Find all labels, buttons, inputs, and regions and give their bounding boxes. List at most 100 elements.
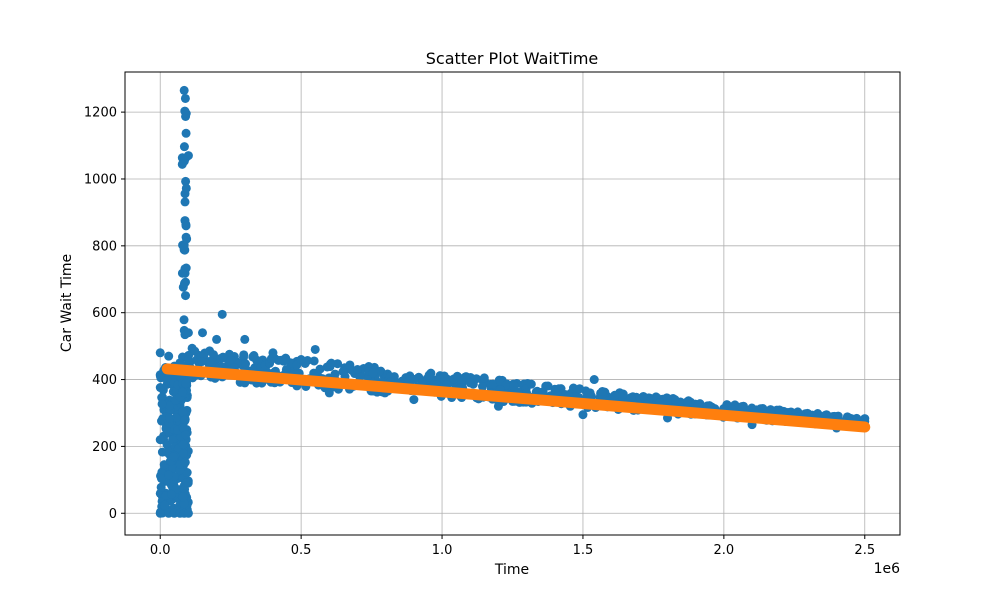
scatter-point [155, 348, 165, 358]
scatter-point [155, 508, 165, 518]
y-axis-ticks: 0 200 400 600 800 1000 1200 [84, 106, 125, 522]
scatter-point [310, 344, 320, 354]
scatter-point [179, 278, 189, 288]
scatter-point [165, 413, 175, 423]
scatter-point [477, 381, 487, 391]
scatter-point [181, 183, 191, 193]
scatter-point [424, 370, 434, 380]
scatter-point [217, 309, 227, 319]
scatter-point [315, 364, 325, 374]
scatter-point [169, 452, 179, 462]
fit-line-series [161, 363, 871, 433]
scatter-point [638, 391, 648, 401]
scatter-point [178, 492, 188, 502]
scatter-point [155, 435, 165, 445]
scatter-point [409, 375, 419, 385]
scatter-point [181, 430, 191, 440]
scatter-point [296, 354, 306, 364]
scatter-point [330, 369, 340, 379]
scatter-point [157, 399, 167, 409]
scatter-point [179, 315, 189, 325]
scatter-point [589, 375, 599, 385]
scatter-point [164, 351, 174, 361]
scatter-point [190, 346, 200, 356]
scatter-point [766, 405, 776, 415]
scatter-point [180, 93, 190, 103]
scatter-point [368, 368, 378, 378]
scatter-point [181, 176, 191, 186]
scatter-point [177, 387, 187, 397]
x-tick-label: 1.0 [432, 543, 453, 558]
scatter-point [164, 470, 174, 480]
chart-title: Scatter Plot WaitTime [426, 49, 599, 68]
scatter-point [465, 378, 475, 388]
scatter-point [155, 383, 165, 393]
y-tick-label: 1000 [84, 172, 117, 187]
scatter-point [493, 401, 503, 411]
x-tick-label: 0.0 [150, 543, 171, 558]
scatter-point [325, 359, 335, 369]
scatter-point [702, 401, 712, 411]
y-tick-label: 1200 [84, 106, 117, 121]
scatter-point [182, 478, 192, 488]
scatter-point [198, 328, 207, 338]
scatter-point [226, 355, 236, 365]
scatter-point [179, 142, 189, 152]
scatter-point [184, 354, 194, 364]
scatter-point [737, 402, 747, 412]
scatter-point [197, 357, 207, 367]
scatter-point [597, 386, 607, 396]
scatter-point [178, 449, 188, 459]
scatter-point [165, 401, 175, 411]
scatter-point [663, 396, 672, 406]
y-tick-label: 200 [92, 440, 117, 455]
scatter-point [183, 151, 193, 161]
scatter-point [582, 391, 592, 401]
scatter-point [182, 234, 192, 244]
grid-lines [125, 72, 900, 535]
scatter-point [177, 268, 187, 278]
scatter-point [479, 373, 489, 383]
scatter-point [526, 379, 536, 389]
scatter-point [268, 348, 278, 358]
scatter-point [324, 388, 334, 398]
x-tick-label: 1.5 [573, 543, 594, 558]
scatter-point [208, 350, 218, 360]
fit-line [161, 363, 871, 433]
scatter-point [171, 413, 181, 423]
scatter-point [218, 352, 228, 362]
scatter-point [578, 410, 588, 420]
scatter-point [156, 473, 166, 483]
scatter-point [181, 128, 191, 138]
y-tick-label: 0 [109, 507, 117, 522]
scatter-point [178, 407, 188, 417]
scatter-point [180, 415, 190, 425]
y-tick-label: 400 [92, 373, 117, 388]
scatter-point [309, 356, 319, 366]
y-axis-label: Car Wait Time [59, 254, 75, 352]
scatter-point [240, 334, 250, 344]
scatter-point [333, 359, 343, 369]
scatter-point [353, 365, 362, 375]
scatter-point [575, 384, 585, 394]
scatter-point [683, 397, 693, 407]
scatter-point [183, 508, 193, 518]
x-tick-label: 2.5 [854, 543, 875, 558]
plot-frame [124, 71, 901, 536]
scatter-point [241, 359, 251, 369]
scatter-point [212, 334, 222, 344]
scatter-point [156, 482, 166, 492]
scatter-point [181, 291, 191, 301]
scatter-point [183, 328, 193, 338]
scatter-point [180, 457, 190, 467]
scatter-point [160, 500, 170, 510]
scatter-point [626, 393, 636, 403]
scatter-point [181, 221, 191, 231]
scatter-point [166, 489, 176, 499]
scatter-point [820, 410, 830, 420]
scatter-point [409, 395, 419, 405]
scatter-point [205, 356, 215, 366]
scatter-point [509, 381, 519, 391]
